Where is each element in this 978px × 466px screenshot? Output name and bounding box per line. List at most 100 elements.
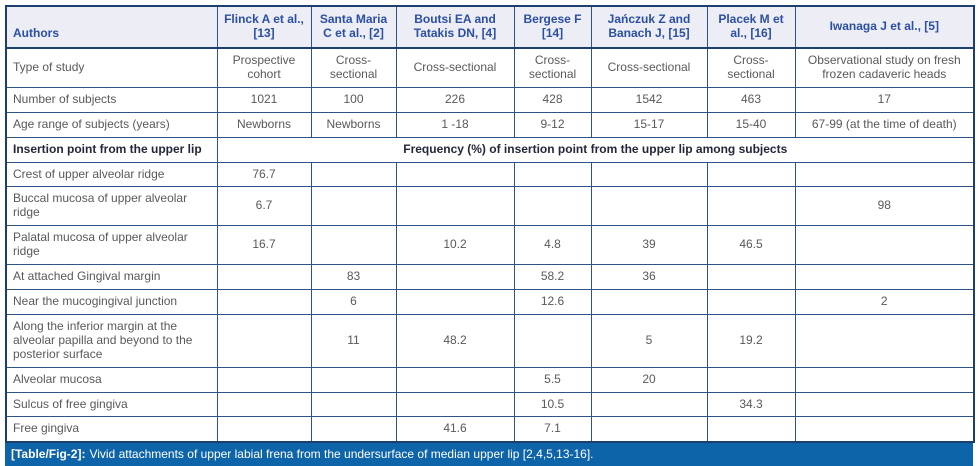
table-row: Near the mucogingival junction 6 12.6 2 <box>5 288 975 315</box>
table-row: Palatal mucosa of upper alveolar ridge 16… <box>5 225 975 266</box>
data-cell <box>310 416 397 443</box>
data-cell: 39 <box>590 225 708 266</box>
data-cell <box>216 366 312 393</box>
data-cell: 20 <box>590 366 708 393</box>
row-label: Near the mucogingival junction <box>5 288 218 315</box>
data-cell: 6 <box>310 288 397 315</box>
table-row: Insertion point from the upper lip Freque… <box>5 136 975 163</box>
data-cell: 12.6 <box>513 288 592 315</box>
data-cell: Observational study on fresh frozen cada… <box>794 47 975 88</box>
data-cell: Newborns <box>216 111 312 138</box>
data-cell: 34.3 <box>706 391 796 418</box>
data-cell: 1542 <box>590 86 708 113</box>
data-cell: Newborns <box>310 111 397 138</box>
data-cell <box>706 416 796 443</box>
data-cell <box>513 313 592 368</box>
table-row: Sulcus of free gingiva 10.5 34.3 <box>5 391 975 418</box>
data-cell: 7.1 <box>513 416 592 443</box>
data-cell: Cross-sectional <box>310 47 397 88</box>
row-label: Sulcus of free gingiva <box>5 391 218 418</box>
data-cell <box>513 186 592 227</box>
data-cell: 2 <box>794 288 975 315</box>
data-cell: Cross-sectional <box>513 47 592 88</box>
data-cell: 76.7 <box>216 161 312 188</box>
table-body: Type of study Prospective cohort Cross-sec… <box>5 47 975 443</box>
data-cell <box>794 264 975 290</box>
data-cell <box>216 313 312 368</box>
data-cell <box>216 264 312 290</box>
data-cell: 9-12 <box>513 111 592 138</box>
data-cell <box>216 391 312 418</box>
data-cell <box>310 391 397 418</box>
data-cell <box>310 366 397 393</box>
row-label: Buccal mucosa of upper alveolar ridge <box>5 186 218 227</box>
data-cell <box>395 161 515 188</box>
data-cell: 48.2 <box>395 313 515 368</box>
data-cell <box>216 288 312 315</box>
data-cell <box>794 366 975 393</box>
data-cell <box>706 186 796 227</box>
data-cell <box>794 161 975 188</box>
data-cell: 15-40 <box>706 111 796 138</box>
data-cell: 6.7 <box>216 186 312 227</box>
data-cell: 46.5 <box>706 225 796 266</box>
data-cell <box>310 225 397 266</box>
row-label: At attached Gingival margin <box>5 264 218 290</box>
column-header: Santa Maria C et al., [2] <box>310 5 397 49</box>
data-cell: 5 <box>590 313 708 368</box>
data-cell: 5.5 <box>513 366 592 393</box>
data-cell: Cross-sectional <box>590 47 708 88</box>
column-header: Placek M et al., [16] <box>706 5 796 49</box>
caption-tag: [Table/Fig-2]: <box>11 447 86 462</box>
data-cell: 58.2 <box>513 264 592 290</box>
column-header: Bergese F [14] <box>513 5 592 49</box>
table-row: Number of subjects 1021 100 226 428 1542 463 17 <box>5 86 975 113</box>
data-cell: 15-17 <box>590 111 708 138</box>
row-label: Age range of subjects (years) <box>5 111 218 138</box>
data-cell <box>794 391 975 418</box>
row-label: Insertion point from the upper lip <box>5 136 218 163</box>
table-header-row: Authors Flinck A et al., [13] Santa Maria … <box>5 5 975 49</box>
table-row: Along the inferior margin at the alveola… <box>5 313 975 368</box>
data-cell: 1021 <box>216 86 312 113</box>
span-cell: Frequency (%) of insertion point from th… <box>216 136 975 163</box>
data-cell <box>590 186 708 227</box>
row-label: Free gingiva <box>5 416 218 443</box>
data-cell: 100 <box>310 86 397 113</box>
data-cell <box>310 161 397 188</box>
data-cell <box>395 186 515 227</box>
row-label: Type of study <box>5 47 218 88</box>
caption-text: Vivid attachments of upper labial frena … <box>89 447 594 462</box>
data-cell <box>395 288 515 315</box>
data-cell: 4.8 <box>513 225 592 266</box>
data-cell: 98 <box>794 186 975 227</box>
data-cell <box>794 313 975 368</box>
data-cell: 17 <box>794 86 975 113</box>
studies-table: Authors Flinck A et al., [13] Santa Maria … <box>5 5 975 444</box>
data-cell <box>590 288 708 315</box>
data-cell <box>310 186 397 227</box>
data-cell <box>216 416 312 443</box>
data-cell: Cross-sectional <box>706 47 796 88</box>
authors-header: Authors <box>5 5 218 49</box>
data-cell <box>794 225 975 266</box>
data-cell: 10.2 <box>395 225 515 266</box>
data-cell <box>590 416 708 443</box>
data-cell <box>395 366 515 393</box>
row-label: Palatal mucosa of upper alveolar ridge <box>5 225 218 266</box>
data-cell: Prospective cohort <box>216 47 312 88</box>
data-cell <box>590 391 708 418</box>
data-cell <box>706 264 796 290</box>
data-cell: 428 <box>513 86 592 113</box>
data-cell: 463 <box>706 86 796 113</box>
column-header: Iwanaga J et al., [5] <box>794 5 975 49</box>
data-cell <box>395 391 515 418</box>
table-row: Free gingiva 41.6 7.1 <box>5 416 975 443</box>
data-cell: 83 <box>310 264 397 290</box>
column-header: Boutsi EA and Tatakis DN, [4] <box>395 5 515 49</box>
data-cell <box>706 288 796 315</box>
table-row: Crest of upper alveolar ridge 76.7 <box>5 161 975 188</box>
data-cell: 41.6 <box>395 416 515 443</box>
data-cell: Cross-sectional <box>395 47 515 88</box>
